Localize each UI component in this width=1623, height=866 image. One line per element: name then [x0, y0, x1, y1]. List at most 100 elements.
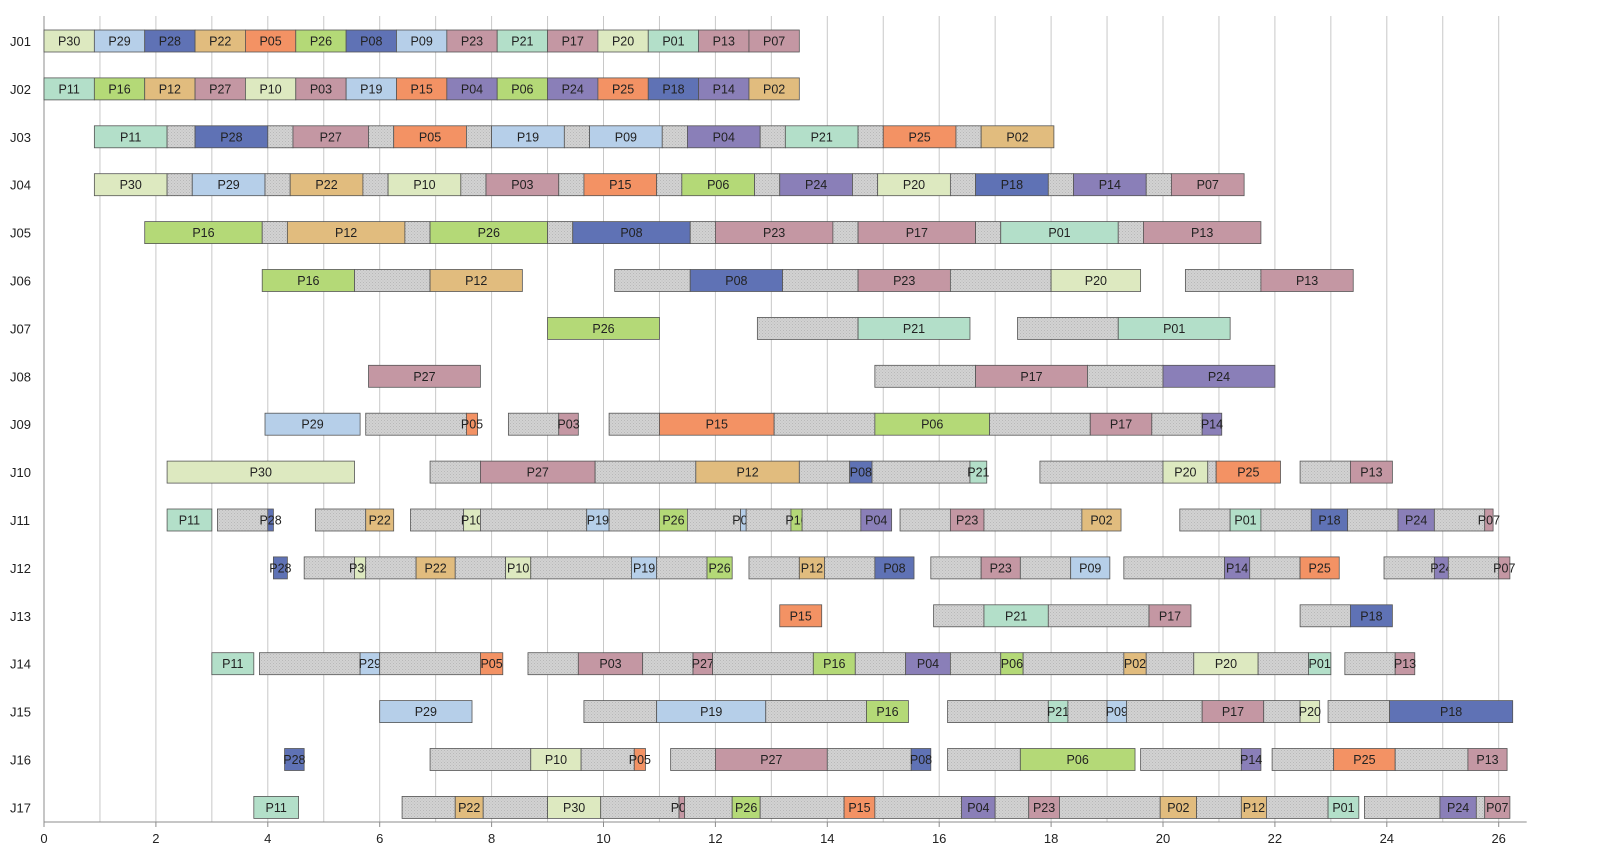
task-label: P10 — [545, 753, 567, 767]
task-bar — [706, 556, 733, 580]
task-label: P22 — [369, 514, 391, 528]
idle-bar — [1249, 556, 1301, 580]
task-label: P28 — [283, 753, 305, 767]
task-label: P11 — [222, 657, 243, 671]
idle-bar — [1067, 700, 1108, 723]
task-label: P12 — [159, 82, 181, 96]
idle-bar — [947, 700, 1049, 723]
task-label: P01 — [1048, 226, 1070, 240]
row-label: J13 — [10, 609, 31, 624]
idle-bar — [1271, 748, 1335, 771]
idle-bar — [642, 652, 694, 676]
idle-bar — [507, 412, 560, 436]
task-bar — [284, 748, 305, 771]
task-bar — [558, 412, 579, 436]
task-label: P04 — [713, 130, 735, 144]
task-label: P21 — [903, 322, 925, 336]
task-bar — [748, 77, 800, 101]
task-bar — [1394, 652, 1416, 676]
task-label: P22 — [458, 801, 480, 815]
idle-bar — [773, 412, 876, 436]
x-tick-label: 16 — [932, 831, 946, 846]
task-bar — [1299, 556, 1340, 580]
x-tick-label: 20 — [1156, 831, 1170, 846]
row-label: J11 — [10, 513, 30, 528]
task-label: P25 — [908, 130, 930, 144]
task-label: P20 — [903, 178, 925, 192]
idle-bar — [656, 556, 708, 580]
idle-bar — [1347, 508, 1399, 532]
task-label: P15 — [790, 609, 812, 623]
idle-bar — [854, 652, 907, 676]
task-label: P11 — [120, 130, 141, 144]
task-label: P24 — [1447, 801, 1469, 815]
x-tick-label: 4 — [264, 831, 271, 846]
task-label: P06 — [921, 418, 943, 432]
task-label: P11 — [59, 82, 80, 96]
task-label: P09 — [1079, 561, 1101, 575]
task-label: P21 — [1047, 705, 1069, 719]
idle-bar — [1140, 748, 1242, 771]
task-label: P28 — [220, 130, 242, 144]
task-label: P13 — [1296, 274, 1318, 288]
task-label: P16 — [823, 657, 845, 671]
task-label: P22 — [209, 35, 231, 49]
idle-bar — [303, 556, 355, 580]
task-label: P20 — [1174, 466, 1196, 480]
task-bar — [166, 460, 355, 484]
task-label: P15 — [609, 178, 631, 192]
task-bar — [1081, 508, 1122, 532]
idle-bar — [949, 269, 1052, 292]
idle-bar — [899, 508, 951, 532]
idle-bar — [832, 221, 859, 245]
task-label: P01 — [1309, 657, 1331, 671]
task-label: P20 — [1299, 705, 1321, 719]
idle-bar — [670, 748, 716, 771]
idle-bar — [748, 556, 800, 580]
task-label: P01 — [1332, 801, 1354, 815]
task-label: P03 — [557, 418, 579, 432]
idle-bar — [1039, 460, 1164, 484]
idle-bar — [949, 173, 976, 197]
row-label: J01 — [10, 34, 31, 49]
idle-bar — [1364, 796, 1441, 819]
idle-bar — [594, 460, 697, 484]
task-label: P17 — [906, 226, 928, 240]
idle-bar — [661, 125, 688, 149]
task-label: P17 — [562, 35, 584, 49]
idle-bar — [684, 796, 733, 819]
task-label: P16 — [108, 82, 130, 96]
idle-bar — [1123, 556, 1225, 580]
x-tick-label: 24 — [1380, 831, 1394, 846]
task-label: P19 — [587, 514, 609, 528]
task-bar — [969, 460, 988, 484]
task-label: P13 — [1394, 657, 1416, 671]
idle-bar — [1087, 364, 1164, 388]
task-label: P01 — [1163, 322, 1185, 336]
task-label: P29 — [415, 705, 437, 719]
task-label: P14 — [1226, 561, 1248, 575]
task-label: P23 — [461, 35, 483, 49]
idle-bar — [824, 556, 876, 580]
idle-bar — [1394, 748, 1469, 771]
idle-bar — [530, 556, 632, 580]
task-label: P26 — [662, 514, 684, 528]
task-bar — [1467, 748, 1508, 771]
row-label: J17 — [10, 800, 31, 815]
row-label: J06 — [10, 274, 31, 289]
idle-bar — [1299, 460, 1351, 484]
task-label: P27 — [527, 466, 549, 480]
task-bar — [633, 748, 646, 771]
task-label: P13 — [1191, 226, 1213, 240]
task-bar — [379, 700, 473, 723]
task-label: P27 — [760, 753, 782, 767]
idle-bar — [759, 796, 845, 819]
task-label: P15 — [706, 418, 728, 432]
task-label: P29 — [218, 178, 240, 192]
task-bar — [1484, 796, 1511, 819]
task-label: P03 — [599, 657, 621, 671]
x-tick-label: 2 — [152, 831, 159, 846]
task-label: P14 — [713, 82, 735, 96]
task-label: P24 — [1405, 514, 1427, 528]
